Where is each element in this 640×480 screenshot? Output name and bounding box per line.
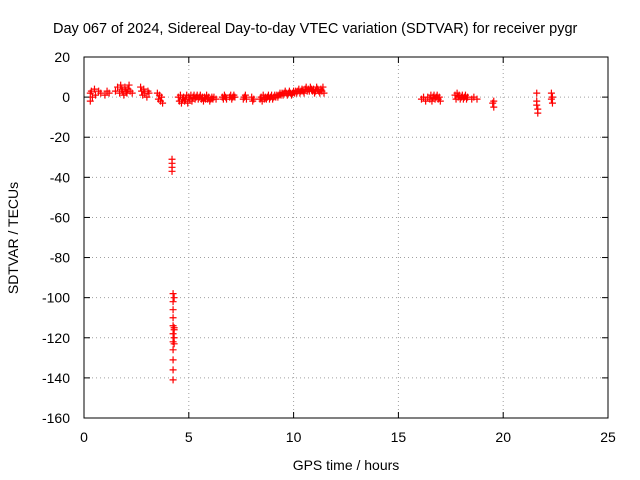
data-point (547, 89, 555, 97)
data-point (170, 340, 178, 348)
data-point (111, 87, 119, 95)
data-point (158, 93, 166, 101)
data-point (320, 89, 328, 97)
x-tick-label: 10 (286, 429, 302, 445)
data-point (169, 330, 177, 338)
y-tick-label: -40 (50, 169, 70, 185)
data-point (128, 89, 136, 97)
data-point (168, 167, 176, 175)
data-point (473, 95, 481, 103)
data-point (145, 89, 153, 97)
data-point (422, 97, 430, 105)
y-tick-label: 20 (54, 49, 70, 65)
data-point (231, 93, 239, 101)
data-point (169, 314, 177, 322)
data-point (464, 93, 472, 101)
data-point (143, 93, 151, 101)
x-tick-label: 25 (600, 429, 616, 445)
data-point (534, 109, 542, 117)
data-point (169, 366, 177, 374)
y-tick-label: -80 (50, 250, 70, 266)
y-tick-label: -100 (42, 290, 70, 306)
data-point (117, 81, 125, 89)
data-point (436, 97, 444, 105)
x-tick-label: 5 (185, 429, 193, 445)
data-point (159, 99, 167, 107)
data-point (212, 95, 220, 103)
data-point (490, 97, 498, 105)
data-point (533, 101, 541, 109)
data-point (105, 89, 113, 97)
data-point (169, 346, 177, 354)
grid-layer (84, 57, 608, 418)
y-tick-label: -160 (42, 410, 70, 426)
y-tick-label: 0 (62, 89, 70, 105)
data-point (169, 290, 177, 298)
y-tick-label: -140 (42, 370, 70, 386)
y-tick-label: -120 (42, 330, 70, 346)
data-point (548, 93, 556, 101)
y-tick-label: -60 (50, 209, 70, 225)
data-point (490, 103, 498, 111)
data-point (90, 85, 98, 93)
x-tick-label: 0 (80, 429, 88, 445)
data-point (170, 294, 178, 302)
data-point (250, 95, 258, 103)
data-point (548, 99, 556, 107)
chart-title: Day 067 of 2024, Sidereal Day-to-day VTE… (53, 21, 578, 37)
data-point (170, 334, 178, 342)
data-point (140, 85, 148, 93)
data-point (169, 306, 177, 314)
data-point (169, 356, 177, 364)
plot-frame (83, 56, 609, 419)
data-point (170, 326, 178, 334)
data-point (125, 81, 133, 89)
data-point (319, 83, 327, 91)
data-point (435, 93, 443, 101)
x-tick-label: 15 (391, 429, 407, 445)
data-point (169, 298, 177, 306)
x-tick-label: 20 (495, 429, 511, 445)
axis-layer: 0 5 10 15 20 25 -160 -140 -120 -100 -80 -60 -40 -20 0 2… (42, 49, 616, 445)
data-point (169, 376, 177, 384)
data-point (97, 89, 105, 97)
data-point (184, 99, 192, 107)
points-layer (86, 81, 556, 384)
data-point (533, 89, 541, 97)
data-point (101, 91, 109, 99)
data-point (241, 91, 249, 99)
data-point (86, 97, 94, 105)
y-tick-label: -20 (50, 129, 70, 145)
x-axis-label: GPS time / hours (293, 457, 400, 473)
data-point (92, 91, 100, 99)
y-axis-label: SDTVAR / TECUs (5, 182, 21, 294)
data-point (242, 95, 250, 103)
